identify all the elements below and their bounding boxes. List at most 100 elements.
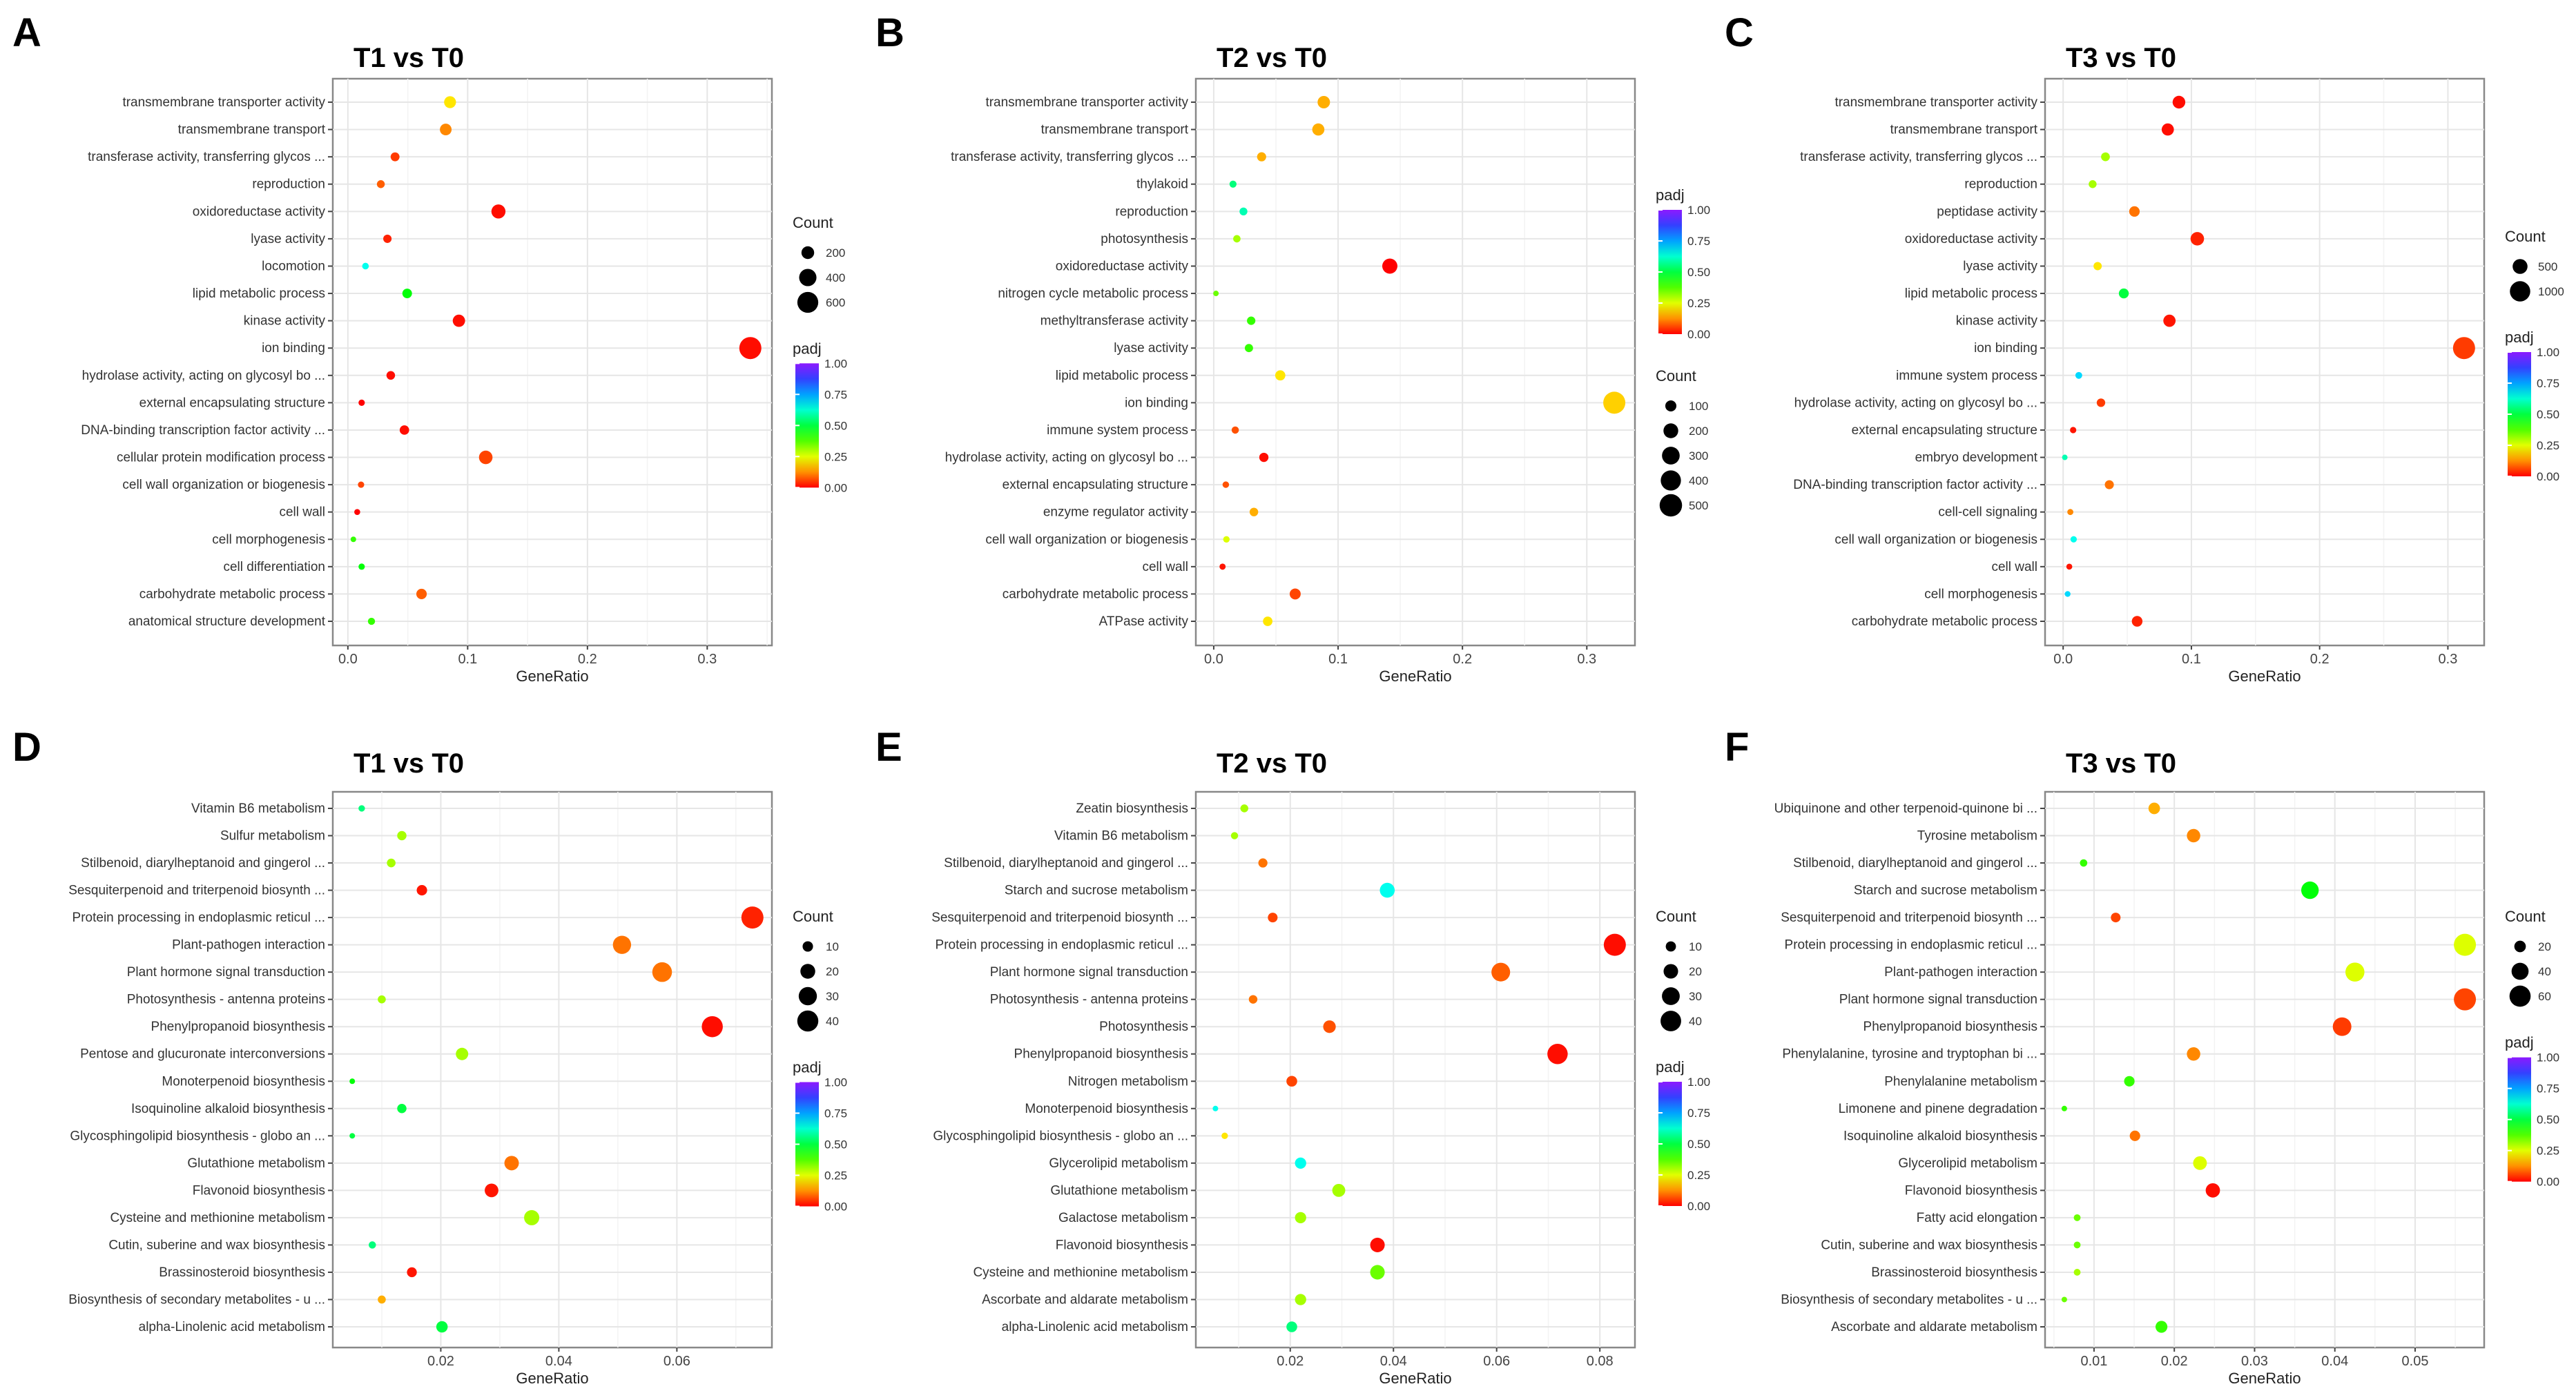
x-tick-label: 0.01 (2080, 1354, 2107, 1369)
panel-title: T1 vs T0 (354, 43, 464, 73)
term-label: transferase activity, transferring glyco… (1800, 150, 2037, 164)
term-label: immune system process (1047, 423, 1188, 438)
enrichment-point (2070, 536, 2078, 543)
term-label: oxidoreductase activity (1905, 232, 2038, 246)
panel-letter: D (12, 725, 41, 770)
term-label: Cysteine and methionine metabolism (973, 1265, 1188, 1280)
term-label: external encapsulating structure (1852, 423, 2037, 438)
term-label: Vitamin B6 metabolism (1054, 829, 1188, 844)
enrichment-point (390, 152, 400, 162)
enrichment-point (1370, 1265, 1385, 1280)
term-label: cell differentiation (223, 560, 325, 574)
term-label: Starch and sucrose metabolism (1854, 884, 2037, 898)
term-label: Flavonoid biosynthesis (193, 1183, 325, 1198)
term-label: ion binding (1125, 396, 1188, 410)
term-label: Biosynthesis of secondary metabolites - … (1781, 1292, 2037, 1307)
padj-legend-title: padj (1656, 1058, 1685, 1076)
padj-legend-label: 0.00 (2537, 1176, 2559, 1189)
enrichment-point (362, 262, 369, 270)
enrichment-point (1213, 291, 1219, 297)
padj-legend-label: 1.00 (824, 357, 847, 370)
enrichment-point (416, 588, 427, 599)
term-label: Nitrogen metabolism (1068, 1074, 1188, 1089)
term-label: DNA-binding transcription factor activit… (81, 423, 325, 438)
panel-title: T1 vs T0 (354, 748, 464, 779)
enrichment-point (1312, 123, 1325, 136)
panel-e: E T2 vs T0 0.02 0.04 0.06 0.08 GeneRatio Zeatin… (875, 725, 1710, 1387)
x-tick-label: 0.02 (427, 1354, 454, 1369)
padj-legend-label: 1.00 (2537, 346, 2559, 359)
enrichment-point (436, 1321, 448, 1333)
padj-legend-label: 0.25 (1687, 297, 1710, 310)
term-label: transmembrane transporter activity (122, 95, 325, 110)
enrichment-point (1222, 481, 1230, 488)
term-label: transmembrane transport (178, 123, 326, 137)
term-label: Sesquiterpenoid and triterpenoid biosynt… (68, 884, 325, 898)
enrichment-point (2066, 563, 2073, 570)
x-tick-label: 0.08 (1587, 1354, 1614, 1369)
term-label: Protein processing in endoplasmic reticu… (1785, 938, 2037, 953)
enrichment-point (358, 563, 365, 570)
count-legend-dot (1663, 423, 1678, 438)
enrichment-point (2161, 123, 2174, 136)
enrichment-point (652, 962, 672, 982)
term-label: Starch and sucrose metabolism (1005, 884, 1188, 898)
x-axis-label: GeneRatio (2228, 668, 2301, 685)
padj-legend-label: 0.25 (2537, 1145, 2559, 1158)
enrichment-point (1603, 933, 1626, 956)
term-label: reproduction (252, 177, 325, 192)
plot-area (2044, 77, 2486, 647)
count-legend-label: 30 (1689, 990, 1702, 1003)
term-label: cellular protein modification process (117, 451, 325, 465)
term-label: Stilbenoid, diarylheptanoid and gingerol… (81, 856, 325, 871)
term-label: Tyrosine metabolism (1917, 829, 2037, 844)
count-legend-dot (1662, 987, 1680, 1005)
enrichment-point (2089, 180, 2097, 188)
enrichment-point (1229, 180, 1237, 188)
count-legend-dot (1660, 470, 1681, 491)
padj-legend-label: 0.75 (824, 1107, 847, 1120)
enrichment-point (2061, 1105, 2067, 1111)
count-legend-dot (801, 246, 815, 260)
term-label: carbohydrate metabolic process (1852, 614, 2037, 629)
padj-legend-label: 1.00 (1687, 204, 1710, 217)
enrichment-point (2454, 988, 2477, 1011)
enrichment-point (1231, 426, 1239, 434)
term-label: Photosynthesis (1099, 1020, 1188, 1034)
padj-legend-title: padj (2505, 1034, 2534, 1051)
term-label: alpha-Linolenic acid metabolism (1002, 1320, 1188, 1334)
count-legend-dot (1663, 964, 1678, 979)
term-label: Cutin, suberine and wax biosynthesis (1821, 1238, 2037, 1252)
enrichment-point (1547, 1044, 1568, 1064)
enrichment-point (524, 1209, 540, 1225)
term-label: cell wall organization or biogenesis (122, 478, 325, 492)
padj-legend-label: 0.50 (824, 1138, 847, 1151)
count-legend-label: 500 (2538, 260, 2557, 273)
enrichment-point (2205, 1183, 2220, 1198)
enrichment-point (2129, 1130, 2140, 1141)
enrichment-point (402, 289, 412, 299)
enrichment-point (2301, 881, 2319, 900)
term-label: Glutathione metabolism (187, 1156, 325, 1171)
term-label: transmembrane transport (1890, 123, 2038, 137)
panel-title: T2 vs T0 (1217, 748, 1327, 779)
enrichment-point (478, 450, 493, 465)
term-label: Brassinosteroid biosynthesis (159, 1265, 325, 1280)
enrichment-point (741, 906, 764, 929)
term-label: external encapsulating structure (139, 396, 325, 410)
count-legend-title: Count (793, 908, 833, 925)
term-label: anatomical structure development (128, 614, 326, 629)
count-legend-dot (802, 941, 813, 952)
term-label: cell morphogenesis (212, 532, 325, 547)
enrichment-point (1603, 391, 1626, 414)
enrichment-point (2193, 1156, 2207, 1170)
term-label: Glycerolipid metabolism (1049, 1156, 1188, 1171)
panel-d: D T1 vs T0 0.02 0.04 0.06 GeneRatio Vitamin B6… (12, 725, 847, 1387)
term-label: ion binding (262, 341, 325, 356)
enrichment-point (2187, 1047, 2200, 1061)
padj-legend-label: 0.50 (824, 419, 847, 432)
panel-letter: E (875, 725, 902, 770)
count-legend-label: 20 (2538, 940, 2551, 953)
term-label: Stilbenoid, diarylheptanoid and gingerol… (944, 856, 1188, 871)
count-legend-dot (1660, 1011, 1681, 1031)
